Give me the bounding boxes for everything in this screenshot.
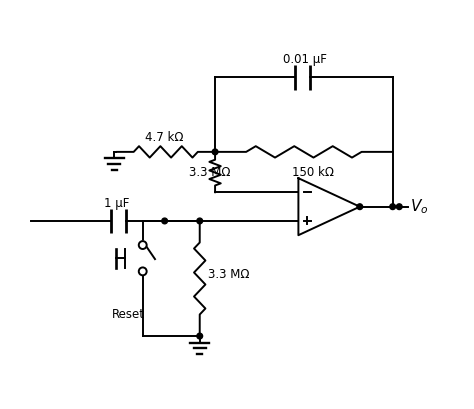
Text: 1 μF: 1 μF: [104, 197, 129, 210]
Text: 150 kΩ: 150 kΩ: [292, 166, 334, 179]
Circle shape: [357, 204, 363, 209]
Text: Reset: Reset: [112, 308, 145, 321]
Circle shape: [139, 267, 146, 275]
Text: $\mathit{V_o}$: $\mathit{V_o}$: [410, 198, 428, 216]
Circle shape: [139, 241, 146, 249]
Circle shape: [212, 149, 218, 155]
Circle shape: [197, 333, 202, 339]
Circle shape: [390, 204, 395, 209]
Circle shape: [162, 218, 167, 224]
Text: 3.3 MΩ: 3.3 MΩ: [208, 267, 249, 281]
Circle shape: [396, 204, 402, 209]
Text: 3.3 MΩ: 3.3 MΩ: [189, 166, 230, 179]
Text: 0.01 μF: 0.01 μF: [283, 53, 327, 66]
Text: 4.7 kΩ: 4.7 kΩ: [146, 131, 184, 144]
Circle shape: [197, 218, 202, 224]
